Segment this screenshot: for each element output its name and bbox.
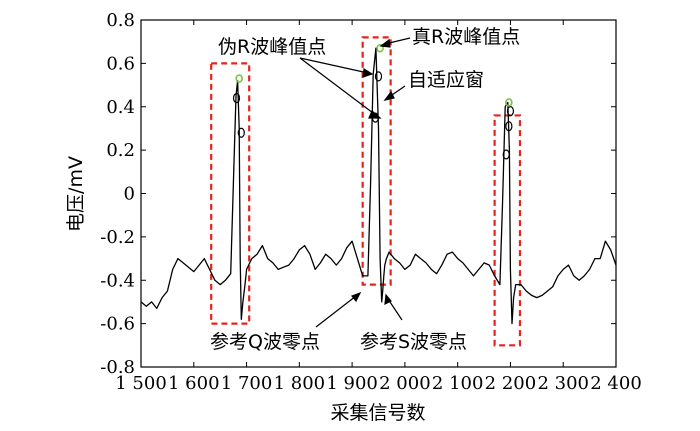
adaptive-window-box <box>361 36 392 286</box>
y-tick-label: 0.6 <box>106 53 135 74</box>
circle-marker <box>502 149 510 160</box>
arrowhead <box>351 291 362 303</box>
label-adaptive-window: 自适应窗 <box>408 69 484 91</box>
y-tick-label: -0.6 <box>100 314 135 335</box>
circle-marker <box>505 121 513 132</box>
x-tick-label: 2 000 <box>379 373 431 394</box>
x-tick-label: 1 600 <box>168 373 220 394</box>
y-tick-label: 0.2 <box>106 140 135 161</box>
label-true-peak: 真R波峰值点 <box>412 26 520 48</box>
x-tick-label: 2 300 <box>537 373 589 394</box>
label-s-zero: 参考S波零点 <box>360 331 467 353</box>
arrowhead <box>384 293 392 306</box>
y-tick-label: -0.8 <box>100 357 135 378</box>
arrow-false-peak-1 <box>299 57 369 74</box>
y-tick-label: 0.4 <box>106 97 135 118</box>
arrowhead <box>383 90 395 101</box>
x-tick-labels: 1 500 1 600 1 700 1 800 1 900 2 000 2 100 2 200… <box>115 373 642 394</box>
true-peak-marker <box>235 74 243 83</box>
circle-marker <box>374 71 383 82</box>
peak-markers <box>232 43 515 160</box>
x-tick-label: 2 100 <box>432 373 484 394</box>
x-tick-label: 2 400 <box>590 373 642 394</box>
ecg-series-line <box>140 47 617 325</box>
label-q-zero: 参考Q波零点 <box>210 331 320 353</box>
y-tick-label: -0.2 <box>100 227 135 248</box>
circle-marker <box>237 127 245 138</box>
y-tick-labels: -0.8 -0.6 -0.4 -0.2 0 0.2 0.4 0.6 0.8 <box>100 10 135 378</box>
x-tick-label: 2 200 <box>485 373 537 394</box>
y-tick-label: -0.4 <box>100 270 135 291</box>
x-tick-label: 1 800 <box>274 373 326 394</box>
x-tick-label: 1 500 <box>115 373 167 394</box>
x-tick-label: 1 900 <box>326 373 378 394</box>
x-axis-title: 采集信号数 <box>330 402 425 424</box>
adaptive-window-box <box>493 114 522 347</box>
circle-marker <box>506 105 515 117</box>
adaptive-window-box <box>210 62 251 325</box>
arrowhead <box>368 110 382 119</box>
y-axis-title: 电压/mV <box>65 156 87 232</box>
y-tick-label: 0 <box>124 184 135 205</box>
circle-marker <box>232 92 241 104</box>
x-tick-label: 1 700 <box>221 373 273 394</box>
arrowhead <box>379 38 391 48</box>
y-tick-label: 0.8 <box>106 10 135 31</box>
label-false-peak: 伪R波峰值点 <box>218 36 326 58</box>
arrow-s-zero <box>387 298 403 321</box>
adaptive-windows <box>210 36 522 347</box>
true-peak-marker <box>376 43 384 53</box>
annotation-arrows <box>299 37 411 328</box>
arrow-q-zero <box>315 295 357 328</box>
arrow-false-peak-2 <box>299 57 378 117</box>
arrowhead <box>362 67 374 78</box>
true-peak-marker <box>505 98 513 107</box>
axis-ticks <box>140 19 617 368</box>
